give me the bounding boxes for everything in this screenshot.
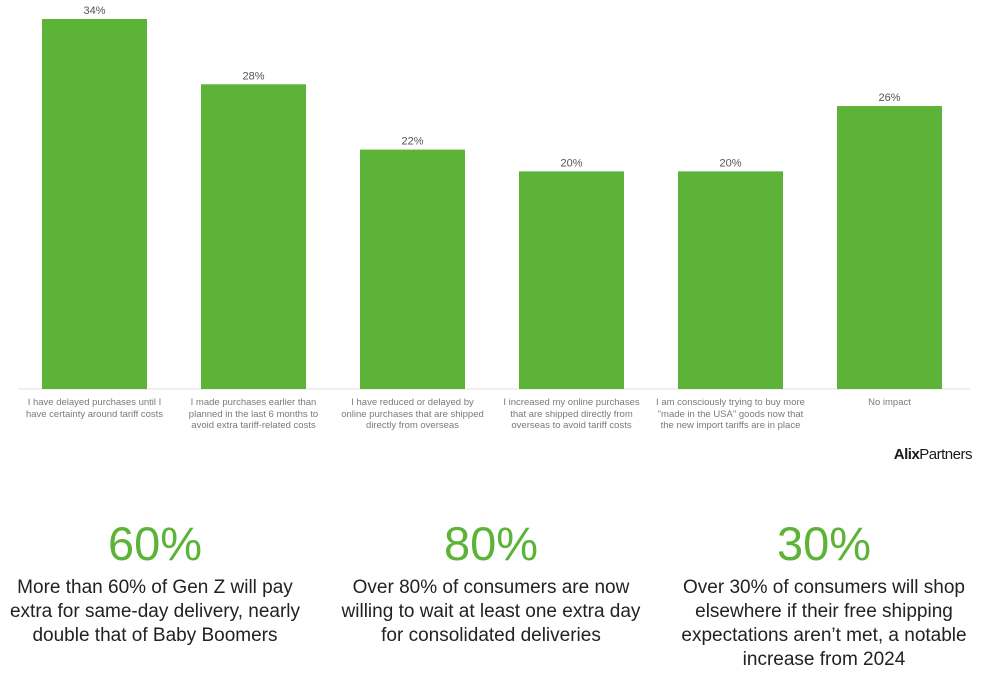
stat-number: 80%	[443, 517, 539, 570]
data-label: 22%	[401, 136, 423, 148]
data-label: 20%	[719, 157, 741, 169]
category-label: I increased my online purchases that are…	[503, 397, 640, 431]
stat-block-consolidated: 80% Over 80% of consumers are now willin…	[336, 516, 646, 648]
stat-number: 30%	[776, 517, 872, 570]
stat-description: More than 60% of Gen Z will pay extra fo…	[9, 577, 301, 646]
data-label: 26%	[878, 92, 900, 104]
category-label: No impact	[868, 397, 911, 408]
data-label: 20%	[560, 157, 582, 169]
bar	[42, 19, 147, 389]
category-label: I have delayed purchases until I have ce…	[25, 397, 164, 420]
data-label: 34%	[83, 5, 105, 17]
category-label: I made purchases earlier than planned in…	[188, 397, 319, 431]
stat-description: Over 80% of consumers are now willing to…	[341, 577, 641, 646]
data-label: 28%	[242, 70, 264, 82]
bar	[678, 171, 783, 389]
stat-block-free-shipping: 30% Over 30% of consumers will shop else…	[669, 516, 979, 672]
category-label: I am consciously trying to buy more "mad…	[656, 397, 805, 431]
bar	[519, 171, 624, 389]
stat-number: 60%	[107, 517, 203, 570]
alixpartners-logo: AlixPartners	[893, 446, 973, 463]
stat-block-gen-z: 60% More than 60% of Gen Z will pay extr…	[0, 516, 310, 648]
bar	[837, 106, 942, 389]
bar-chart: 34% 28% 22% 20% 20% 26%	[18, 5, 970, 390]
bar	[201, 84, 306, 389]
bar	[360, 149, 465, 389]
stat-description: Over 30% of consumers will shop elsewher…	[681, 577, 967, 670]
category-label: I have reduced or delayed by online purc…	[341, 397, 484, 431]
